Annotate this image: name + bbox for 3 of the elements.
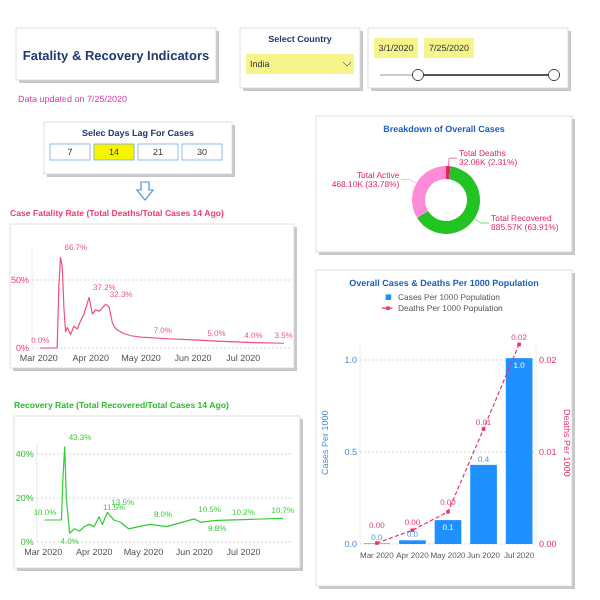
bar [470, 464, 497, 544]
bar [505, 358, 533, 544]
bar [434, 520, 462, 544]
